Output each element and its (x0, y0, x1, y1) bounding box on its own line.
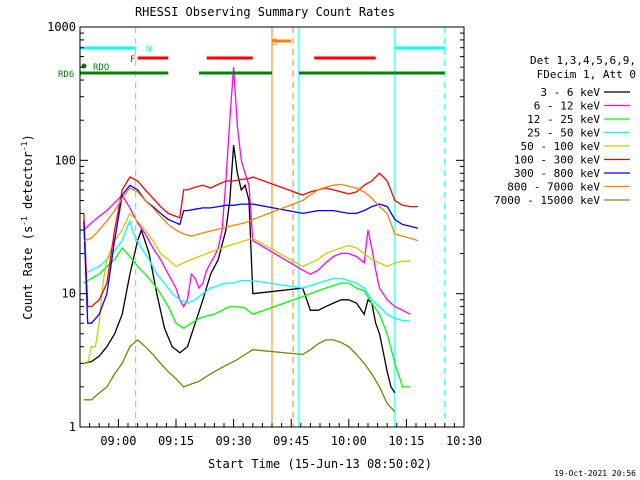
chart-title: RHESSI Observing Summary Count Rates (135, 5, 395, 19)
y-tick-label-3: 1000 (47, 20, 76, 34)
y-label-sup-2: -1 (20, 141, 29, 151)
x-axis-label: Start Time (15-Jun-13 08:50:02) (208, 457, 432, 471)
x-tick-label-3: 09:45 (273, 434, 309, 448)
legend-label-3: 25 - 50 keV (527, 127, 600, 140)
series-line-2 (83, 246, 411, 388)
status-label-rd6: RD6 (58, 70, 74, 80)
date-stamp: 19-Oct-2021 20:56 (554, 469, 636, 478)
series-line-3 (83, 219, 411, 322)
rdo-marker (81, 63, 87, 69)
svg-text:Count Rate (s-1 detector-1): Count Rate (s-1 detector-1) (20, 134, 35, 319)
x-tick-label-0: 09:00 (100, 434, 136, 448)
legend-label-7: 800 - 7000 keV (507, 181, 600, 194)
x-tick-label-2: 09:30 (216, 434, 252, 448)
status-label-f: F (130, 55, 135, 65)
y-label-part-1: Count Rate (s (21, 226, 35, 320)
series-line-6 (83, 184, 419, 324)
series-line-7 (83, 183, 419, 242)
x-tick-label-1: 09:15 (158, 434, 194, 448)
series-line-8 (83, 339, 396, 413)
y-label-part-2: detector (21, 151, 35, 216)
y-tick-label-2: 100 (54, 153, 76, 167)
status-label-rdo: RDO (93, 63, 109, 73)
series-line-0 (83, 145, 396, 394)
y-label-part-3: ) (21, 134, 35, 141)
x-tick-label-6: 10:30 (446, 434, 482, 448)
y-label-sup-1: -1 (20, 216, 29, 226)
x-tick-label-5: 10:15 (388, 434, 424, 448)
y-axis-label: Count Rate (s-1 detector-1) (20, 134, 35, 319)
legend-label-4: 50 - 100 keV (521, 140, 601, 153)
y-axis: 1 10 100 1000 (47, 20, 464, 434)
x-axis: 09:00 09:15 09:30 09:45 10:00 10:15 10:30 (79, 419, 482, 448)
series-line-5 (83, 172, 418, 308)
y-tick-label-0: 1 (69, 420, 76, 434)
legend: Det 1,3,4,5,6,9, FDecim 1, Att 0 3 - 6 k… (494, 54, 636, 207)
legend-header-line-1: Det 1,3,4,5,6,9, (530, 54, 636, 67)
legend-label-2: 12 - 25 keV (527, 113, 600, 126)
status-label-n: N (146, 45, 151, 55)
legend-label-8: 7000 - 15000 keV (494, 194, 600, 207)
legend-label-6: 300 - 800 keV (514, 167, 600, 180)
legend-header-line-2: FDecim 1, Att 0 (537, 68, 636, 81)
plot-area: N F S RDO RD6 (58, 27, 446, 427)
legend-label-0: 3 - 6 keV (540, 86, 600, 99)
status-label-s: S (272, 38, 277, 48)
y-tick-label-1: 10 (62, 287, 76, 301)
x-tick-label-4: 10:00 (331, 434, 367, 448)
legend-label-1: 6 - 12 keV (534, 100, 601, 113)
legend-label-5: 100 - 300 keV (514, 154, 600, 167)
